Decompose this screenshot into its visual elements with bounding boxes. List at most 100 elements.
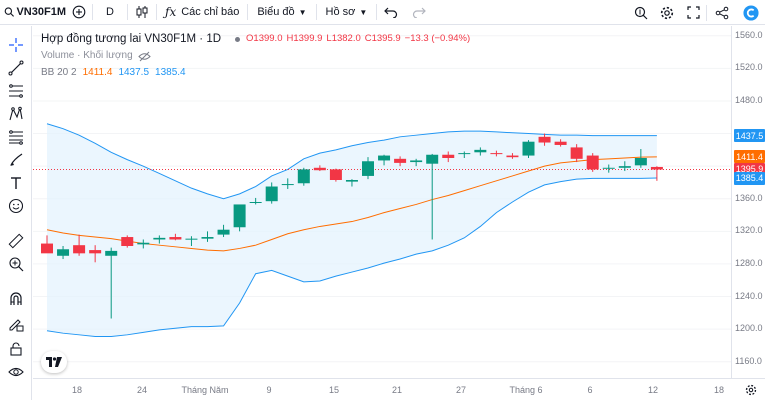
zoom-tool[interactable]	[6, 254, 26, 274]
share-button[interactable]	[707, 0, 737, 25]
fib-tool[interactable]	[6, 127, 26, 147]
time-tick-label: 12	[647, 385, 659, 395]
candle	[602, 164, 615, 173]
brush-tool[interactable]	[6, 150, 26, 170]
undo-button[interactable]	[377, 0, 405, 25]
symbol-search[interactable]: VN30F1M	[0, 6, 66, 18]
time-tick-label: 6	[587, 385, 593, 395]
legend-volume-row[interactable]: Volume · Khối lượng	[41, 49, 470, 63]
candle	[249, 197, 262, 205]
time-tick-label: 9	[266, 385, 272, 395]
price-tick-label: 1200.0	[735, 323, 763, 334]
chart-menu-button[interactable]: Biểu đồ ▼	[248, 0, 315, 25]
profile-menu-label: Hồ sơ	[325, 6, 356, 18]
legend-bb-name: BB 20 2	[41, 67, 77, 78]
time-tick-label: Tháng Năm	[181, 385, 229, 395]
toolbar-divider	[127, 4, 128, 20]
price-chart[interactable]	[33, 26, 731, 378]
candle-body	[506, 155, 519, 158]
pencil-lock-icon	[9, 319, 24, 332]
candle-body	[169, 237, 182, 240]
price-axis[interactable]: 1560.01520.01480.01440.01400.01360.01320…	[731, 26, 765, 378]
candle	[121, 235, 134, 248]
candle-body	[522, 141, 535, 156]
stay-drawing-tool[interactable]	[6, 314, 26, 334]
text-tool[interactable]	[6, 173, 26, 193]
trend-line-icon	[8, 60, 24, 76]
quick-search-button[interactable]	[628, 0, 654, 25]
legend-low: L1382.0	[326, 33, 361, 44]
legend-volume: Volume · Khối lượng	[41, 50, 133, 61]
bb-lower-price-tag: 1385.4	[734, 171, 765, 185]
candle	[410, 158, 423, 167]
brand-button[interactable]	[737, 0, 765, 25]
pattern-tool[interactable]	[6, 104, 26, 124]
candle	[362, 157, 374, 180]
bollinger-band-fill	[47, 123, 657, 337]
candle	[265, 182, 278, 204]
crosshair-tool[interactable]	[6, 35, 26, 55]
settings-button[interactable]	[654, 0, 680, 25]
measure-tool[interactable]	[6, 231, 26, 251]
axis-settings-button[interactable]	[745, 383, 757, 400]
candle-body	[105, 250, 118, 256]
share-icon	[715, 6, 729, 19]
candle-body	[426, 154, 439, 164]
zoom-in-icon	[9, 257, 24, 272]
smiley-icon	[8, 198, 24, 214]
lock-drawings-tool[interactable]	[6, 339, 26, 359]
candle-body	[394, 158, 407, 163]
legend-bb-row[interactable]: BB 20 2 1411.4 1437.5 1385.4	[41, 66, 470, 80]
candle	[650, 166, 663, 181]
candle-body	[201, 237, 214, 239]
legend-close: C1395.9	[364, 33, 401, 44]
candle	[522, 140, 535, 158]
indicators-button[interactable]: ƒx Các chỉ báo	[157, 0, 247, 25]
chart-menu-label: Biểu đồ	[257, 6, 295, 18]
trend-line-tool[interactable]	[6, 58, 26, 78]
time-tick-label: 18	[71, 385, 83, 395]
chart-type-button[interactable]	[128, 0, 156, 25]
candle-body	[458, 153, 471, 155]
toolbar-divider	[92, 4, 93, 20]
tradingview-logo[interactable]	[41, 351, 67, 373]
candle	[73, 234, 86, 256]
magnet-tool[interactable]	[6, 289, 26, 309]
time-axis[interactable]: 18 24 Tháng Năm 9 15 21 27 Tháng 6 6 12 18	[33, 378, 765, 400]
fullscreen-icon	[686, 6, 700, 19]
time-tick-label: Tháng 6	[509, 385, 543, 395]
candle-body	[618, 166, 631, 168]
candle	[89, 245, 102, 263]
brand-logo-icon	[743, 4, 759, 21]
profile-menu-button[interactable]: Hồ sơ ▼	[317, 0, 377, 25]
candle-body	[362, 161, 374, 176]
bollinger-upper-line	[46, 123, 657, 200]
candle	[378, 154, 391, 166]
brush-icon	[10, 153, 23, 166]
drawing-toolbar	[0, 26, 32, 400]
candle-body	[233, 204, 246, 228]
candle	[570, 144, 583, 163]
candle	[281, 178, 294, 189]
redo-button[interactable]	[405, 0, 433, 25]
eye-hidden-icon[interactable]	[137, 51, 151, 62]
interval-button[interactable]: D	[93, 0, 127, 25]
bollinger-lower-line	[46, 177, 657, 337]
candle-body	[185, 238, 198, 240]
candle	[554, 139, 567, 147]
undo-icon	[384, 7, 398, 18]
time-tick-label: 15	[328, 385, 340, 395]
compare-button[interactable]	[66, 0, 92, 25]
legend-open: O1399.0	[246, 33, 283, 44]
emoji-tool[interactable]	[6, 196, 26, 216]
channel-tool[interactable]	[6, 81, 26, 101]
hide-drawings-tool[interactable]	[6, 362, 26, 382]
candle	[105, 247, 118, 319]
price-tick-label: 1520.0	[735, 62, 763, 73]
fullscreen-button[interactable]	[680, 0, 706, 25]
candle-body	[281, 184, 294, 186]
fibonacci-icon	[9, 130, 23, 145]
candle	[185, 236, 198, 246]
legend-bb-basis: 1411.4	[82, 67, 113, 78]
candle-body	[249, 202, 262, 203]
